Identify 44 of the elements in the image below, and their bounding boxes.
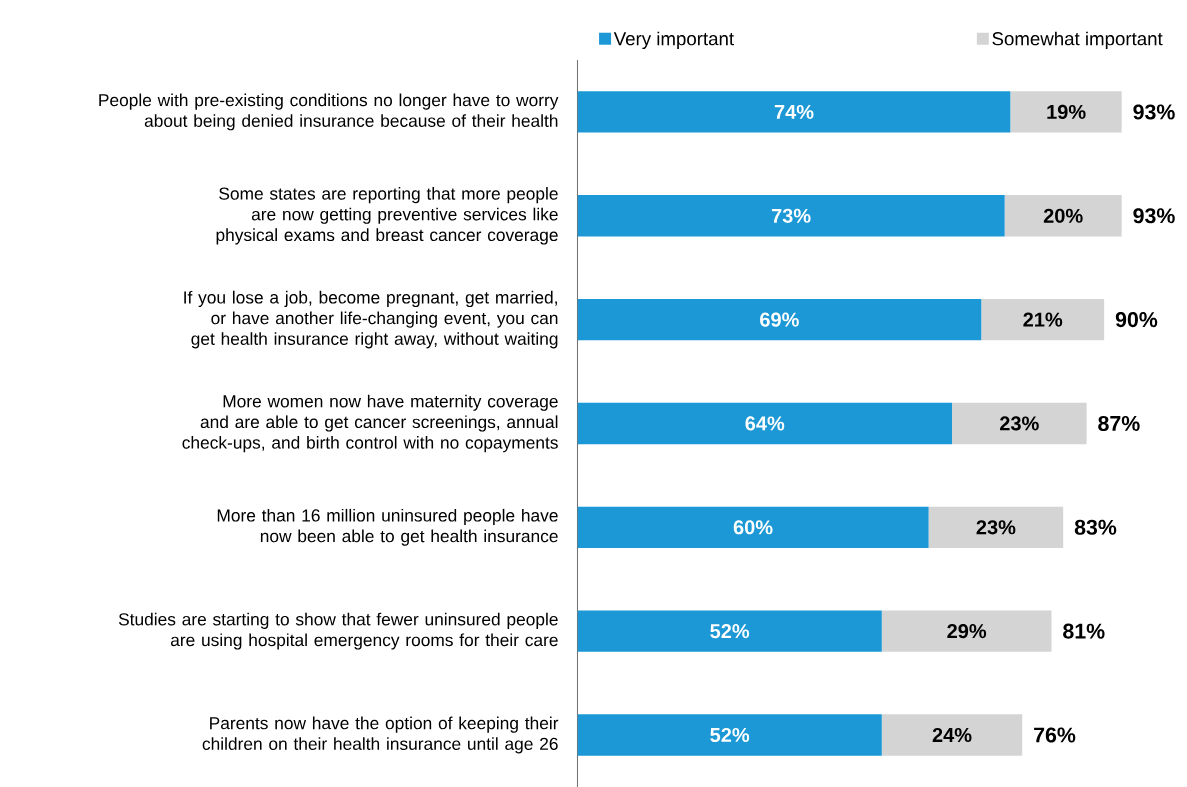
y-tick-label: Parents now have the option of keeping their children on their health insurance until age 26 [202, 716, 559, 754]
legend-label: Somewhat important [992, 31, 1163, 50]
bar [577, 714, 882, 756]
y-tick-label: Studies are starting to show that fewer uninsured people are using hospital emergency rooms for their care [118, 612, 558, 650]
total-label: 81% [1063, 623, 1105, 639]
y-tick-label: If you lose a job, become pregnant, get married, or have another life-changing event, you can get health insurance right away, without waiting [184, 290, 558, 349]
bar [1010, 91, 1122, 133]
data-label: 74% [774, 104, 814, 120]
data-label: 60% [733, 520, 773, 535]
bar [981, 299, 1105, 341]
y-tick-label: More women now have maternity coverage and are able to get cancer screenings, annual check-ups, and birth control with no copayments [182, 394, 558, 453]
bar [577, 402, 953, 445]
bar [881, 610, 1052, 652]
bar [577, 91, 1011, 133]
y-tick-label: More than 16 million uninsured people have now been able to get health insurance [217, 508, 558, 546]
data-label: 52% [710, 727, 750, 743]
data-label: 64% [745, 416, 785, 431]
data-label: 19% [1047, 104, 1086, 120]
total-label: 83% [1074, 519, 1117, 535]
bar [577, 506, 929, 549]
total-label: 93% [1133, 208, 1175, 224]
data-label: 20% [1043, 208, 1083, 223]
data-label: 23% [999, 416, 1039, 431]
y-tick-label: People with pre-existing conditions no longer have to worry about being denied insurance because of their health [99, 93, 559, 131]
total-label: 93% [1133, 104, 1175, 120]
data-label: 73% [771, 208, 811, 223]
bar [577, 195, 1005, 237]
bar [952, 402, 1087, 445]
bar [928, 506, 1064, 549]
legend-label: Very important [613, 31, 734, 50]
total-label: 87% [1098, 415, 1140, 432]
bar [577, 610, 882, 652]
bar [577, 299, 982, 341]
data-label: 24% [932, 727, 972, 743]
total-label: 90% [1115, 312, 1158, 328]
data-label: 52% [710, 624, 750, 639]
data-label: 21% [1023, 312, 1063, 327]
data-label: 69% [760, 312, 799, 327]
y-tick-label: Some states are reporting that more people are now getting preventive services like physical exams and breast cancer coverage [216, 187, 558, 245]
bar [881, 714, 1023, 756]
bar [1004, 195, 1122, 237]
total-label: 76% [1034, 727, 1076, 743]
data-label: 29% [947, 624, 987, 639]
data-label: 23% [976, 520, 1016, 535]
